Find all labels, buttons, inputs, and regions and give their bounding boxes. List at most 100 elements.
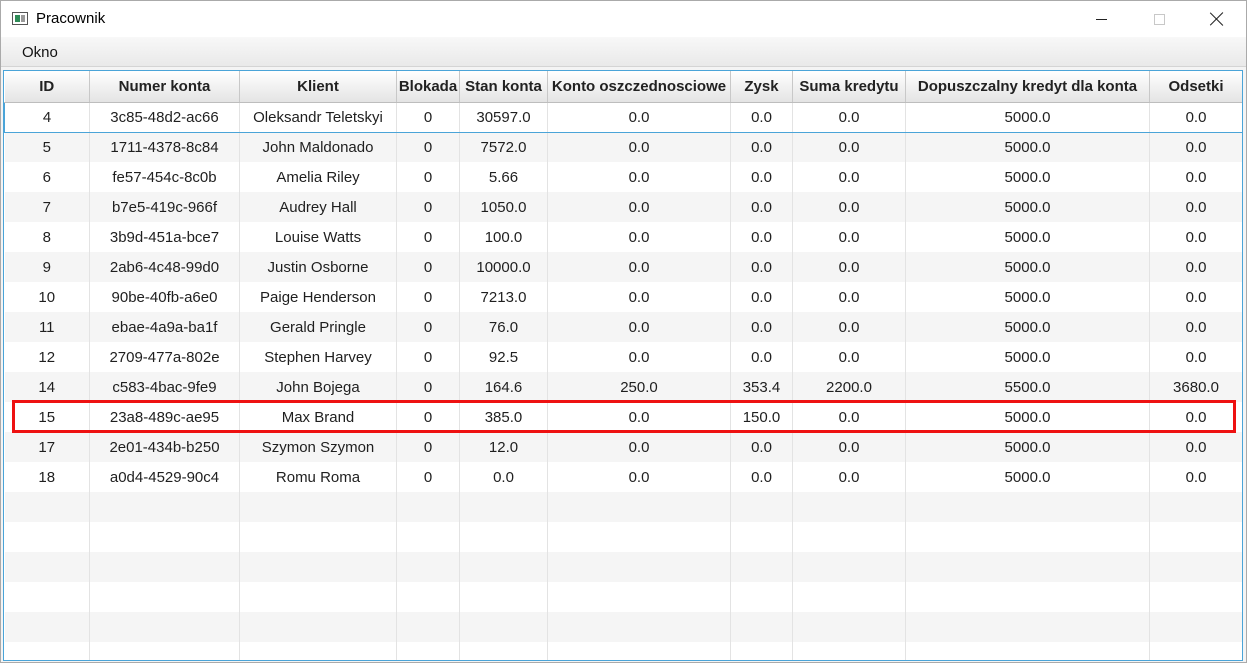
table-cell: 0.0 [792,282,906,312]
table-row[interactable]: 9 2ab6-4c48-99d0 Justin Osborne 0 10000.0 0.0… [4,252,1242,282]
empty-cell [730,612,793,642]
maximize-button[interactable] [1130,1,1188,37]
table-row[interactable]: 18 a0d4-4529-90c4 Romu Roma 0 0.0 0.0 0.0 0.0 50… [4,462,1242,492]
table-cell: 4 [4,101,90,133]
table-cell: 0.0 [547,462,731,492]
empty-cell [89,582,240,612]
empty-cell [792,582,906,612]
table-row[interactable]: 5 1711-4378-8c84 John Maldonado 0 7572.0 0.0 0… [4,132,1242,162]
column-header[interactable]: Numer konta [89,71,240,103]
empty-cell [547,582,731,612]
table-row[interactable]: 10 90be-40fb-a6e0 Paige Henderson 0 7213.0 0.… [4,282,1242,312]
menu-bar: Okno [1,37,1246,67]
table-cell: 2709-477a-802e [89,342,240,372]
table-cell: 0.0 [1149,132,1242,162]
table-cell: 0.0 [792,132,906,162]
table-cell: 12 [4,342,90,372]
minimize-button[interactable] [1072,1,1130,37]
table-cell: 6 [4,162,90,192]
table-cell: 7 [4,192,90,222]
empty-cell [1149,642,1242,660]
table-cell: 0.0 [792,252,906,282]
table-cell: 5000.0 [905,222,1150,252]
table-cell: 0.0 [1149,192,1242,222]
column-header[interactable]: Stan konta [459,71,548,103]
table-cell: 5000.0 [905,312,1150,342]
empty-cell [4,522,90,552]
table-row[interactable]: 4 3c85-48d2-ac66 Oleksandr Teletskyi 0 30597… [4,101,1242,133]
table-cell: 0.0 [792,101,906,133]
table-cell: 5.66 [459,162,548,192]
empty-cell [89,522,240,552]
table-cell: 0.0 [1149,162,1242,192]
empty-cell [730,492,793,522]
table-cell: 5500.0 [905,372,1150,402]
table-row[interactable]: 12 2709-477a-802e Stephen Harvey 0 92.5 0.0 0.… [4,342,1242,372]
table-cell: 0.0 [730,252,793,282]
empty-cell [905,522,1150,552]
empty-cell [1149,612,1242,642]
table-cell: Szymon Szymon [239,432,397,462]
table-row[interactable]: 15 23a8-489c-ae95 Max Brand 0 385.0 0.0 150.0 0… [4,402,1242,432]
table-cell: 0.0 [1149,462,1242,492]
table-row[interactable]: 11 ebae-4a9a-ba1f Gerald Pringle 0 76.0 0.0 0.… [4,312,1242,342]
table-cell: 0.0 [547,432,731,462]
empty-cell [239,612,397,642]
empty-cell [905,492,1150,522]
column-header[interactable]: Zysk [730,71,793,103]
table-cell: ebae-4a9a-ba1f [89,312,240,342]
column-header[interactable]: Dopuszczalny kredyt dla konta [905,71,1150,103]
table-cell: 1711-4378-8c84 [89,132,240,162]
table-cell: 150.0 [730,402,793,432]
table-cell: Stephen Harvey [239,342,397,372]
empty-table-row [4,552,1242,582]
menu-okno[interactable]: Okno [22,44,58,61]
column-header[interactable]: Odsetki [1149,71,1242,103]
table-cell: 0.0 [730,282,793,312]
column-header[interactable]: Suma kredytu [792,71,906,103]
table-cell: 0 [396,402,460,432]
table-cell: 17 [4,432,90,462]
empty-cell [792,522,906,552]
empty-cell [1149,552,1242,582]
column-header[interactable]: Konto oszczednosciowe [547,71,731,103]
empty-cell [396,582,460,612]
table-cell: 30597.0 [459,101,548,133]
empty-cell [396,522,460,552]
table-cell: 14 [4,372,90,402]
table-cell: 0.0 [1149,402,1242,432]
empty-cell [4,642,90,660]
table-cell: 5 [4,132,90,162]
table-cell: 0 [396,312,460,342]
empty-cell [89,552,240,582]
empty-cell [396,552,460,582]
title-bar[interactable]: Pracownik [1,1,1246,37]
table-cell: Oleksandr Teletskyi [239,101,397,133]
empty-cell [730,522,793,552]
accounts-table[interactable]: ID Numer konta Klient Blokada Stan konta Kont… [3,70,1243,661]
close-button[interactable] [1188,1,1246,37]
window-title: Pracownik [36,10,106,27]
table-cell: 0.0 [547,222,731,252]
empty-cell [547,492,731,522]
empty-cell [4,612,90,642]
table-cell: 0.0 [1149,342,1242,372]
table-cell: c583-4bac-9fe9 [89,372,240,402]
empty-cell [547,612,731,642]
column-header[interactable]: ID [4,71,90,103]
empty-cell [547,642,731,660]
column-header[interactable]: Blokada [396,71,460,103]
table-cell: 3680.0 [1149,372,1242,402]
table-cell: 0 [396,432,460,462]
column-header[interactable]: Klient [239,71,397,103]
empty-cell [239,582,397,612]
app-window-icon [12,12,28,25]
table-cell: 5000.0 [905,402,1150,432]
empty-cell [1149,522,1242,552]
table-row[interactable]: 8 3b9d-451a-bce7 Louise Watts 0 100.0 0.0 0.0 0… [4,222,1242,252]
table-row[interactable]: 6 fe57-454c-8c0b Amelia Riley 0 5.66 0.0 0.0 0.… [4,162,1242,192]
table-row[interactable]: 14 c583-4bac-9fe9 John Bojega 0 164.6 250.0 35… [4,372,1242,402]
table-row[interactable]: 17 2e01-434b-b250 Szymon Szymon 0 12.0 0.0 0.0… [4,432,1242,462]
table-row[interactable]: 7 b7e5-419c-966f Audrey Hall 0 1050.0 0.0 0.0 0… [4,192,1242,222]
table-cell: 0.0 [547,132,731,162]
